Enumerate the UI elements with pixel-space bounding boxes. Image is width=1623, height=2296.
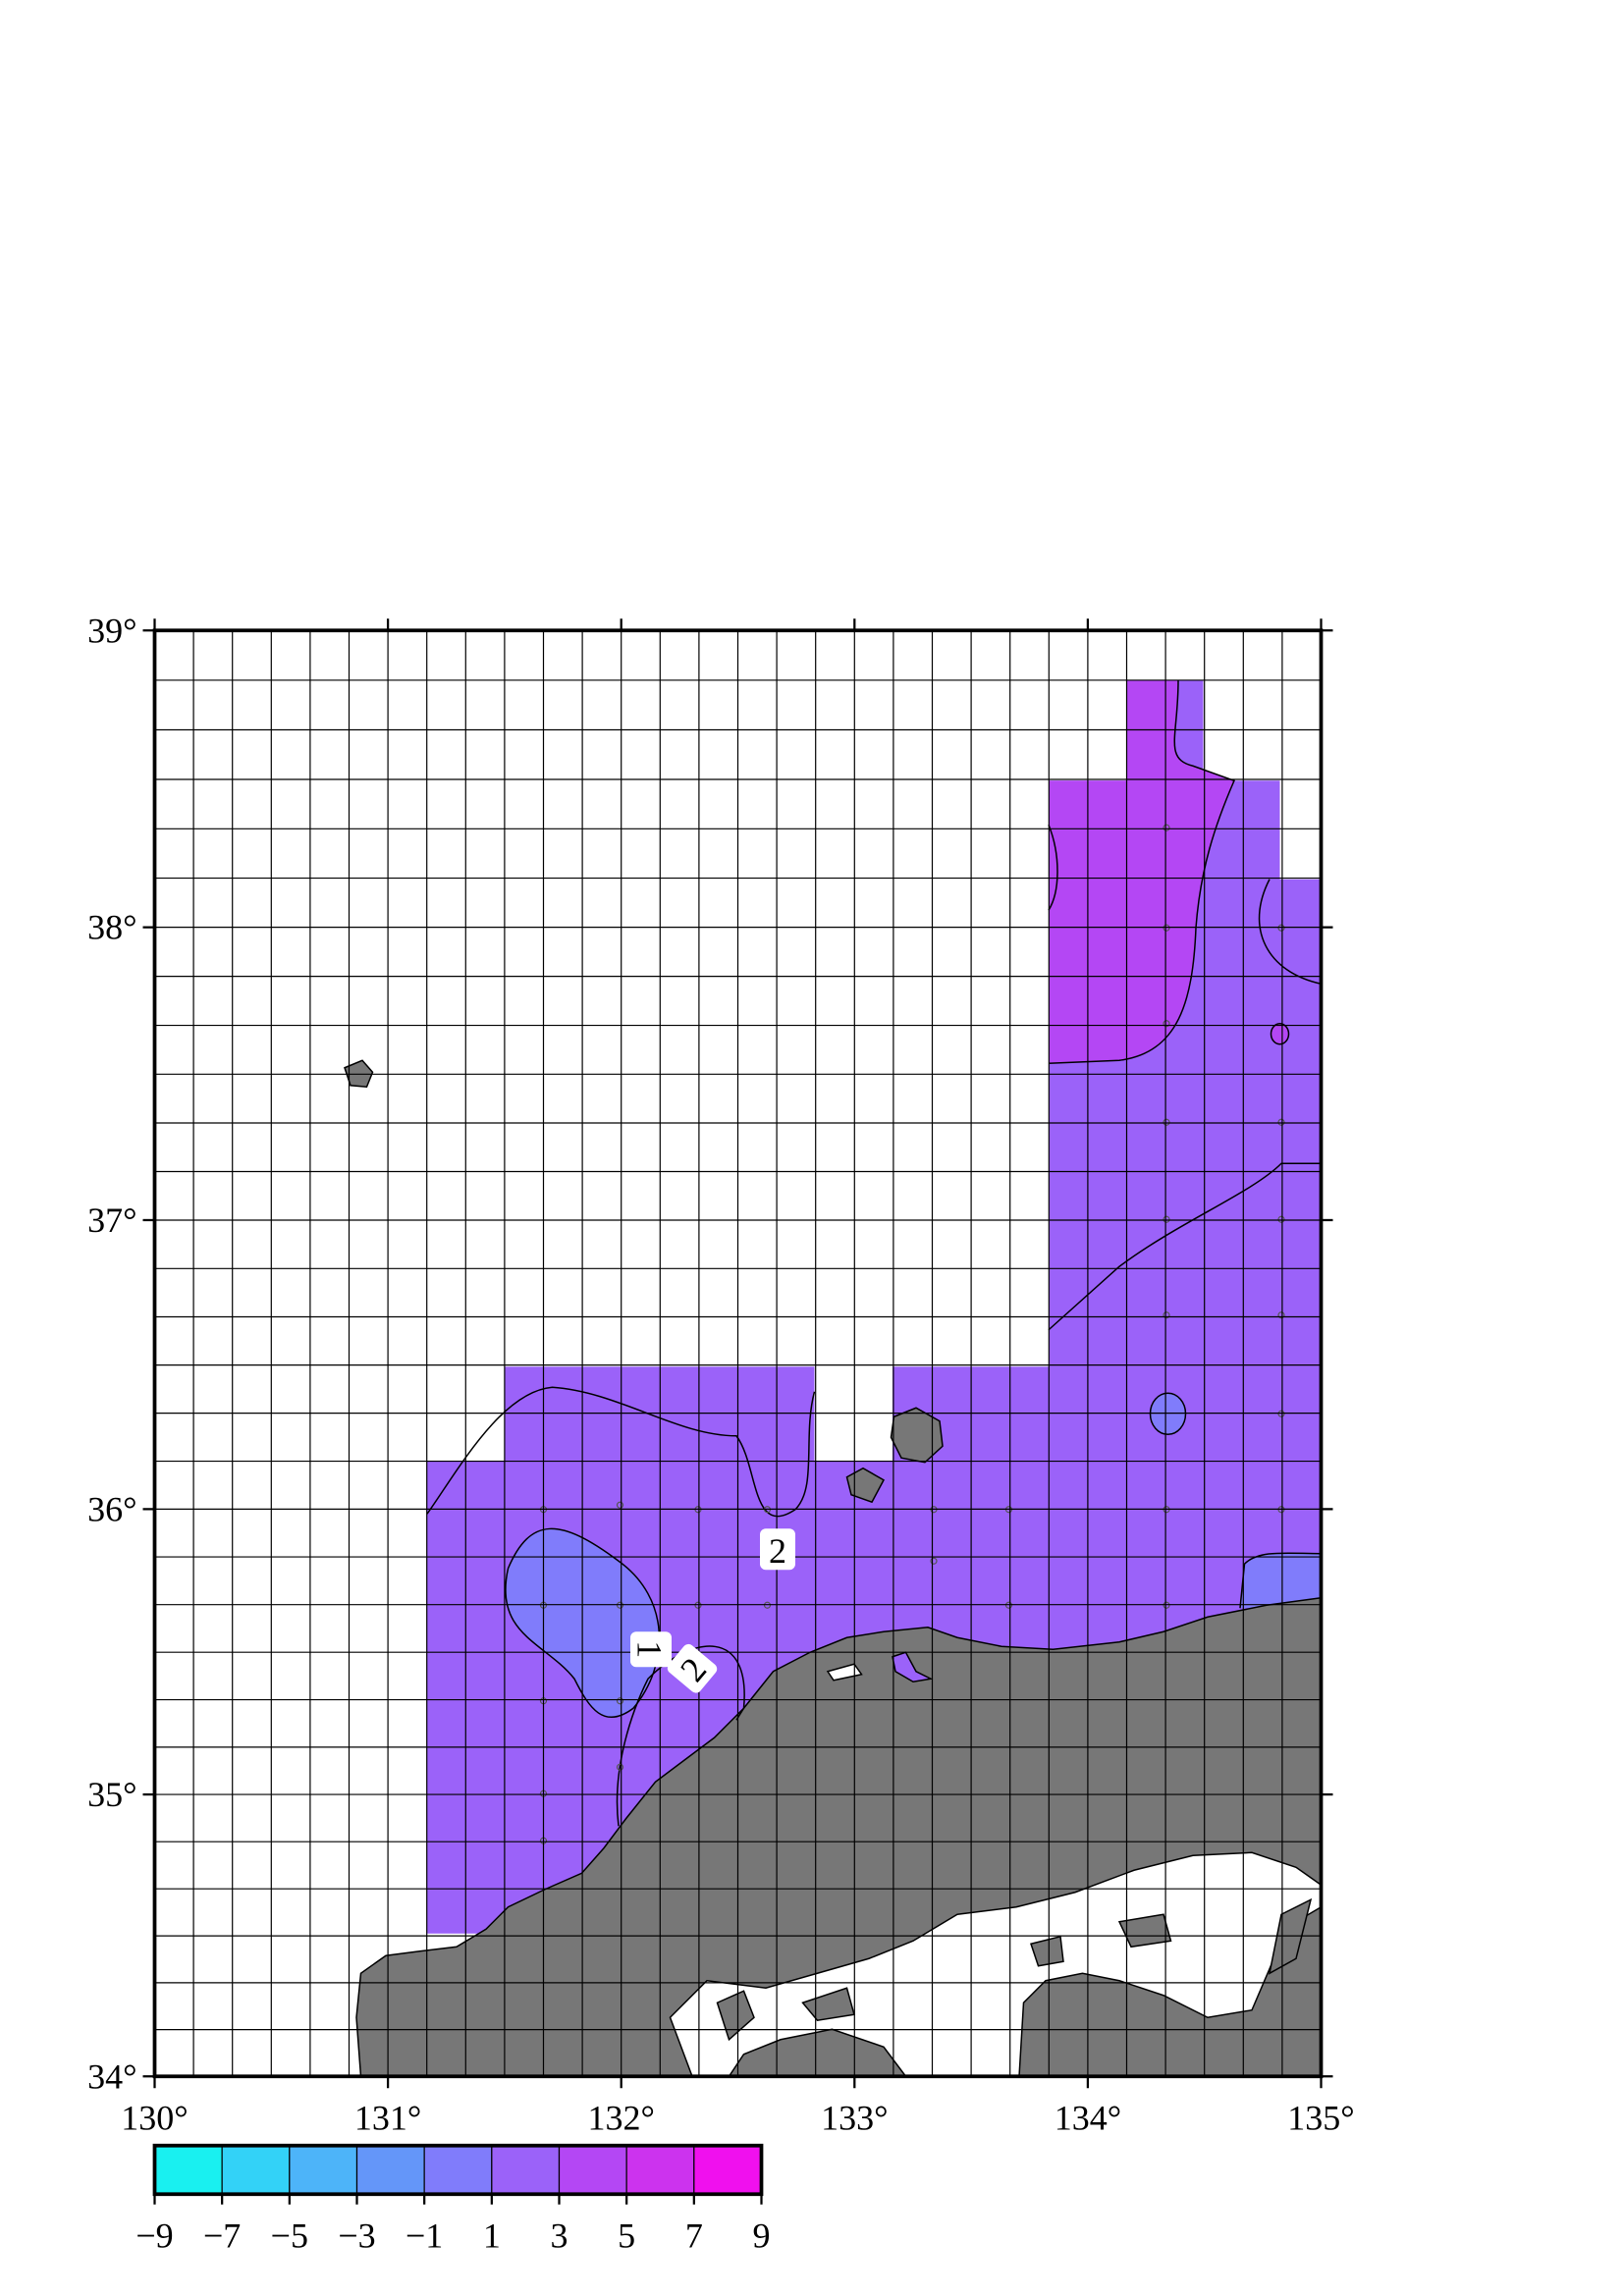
y-tick-label: 37° [87, 1201, 136, 1240]
field-region [1049, 680, 1234, 1064]
contour-label: 1 [630, 1631, 672, 1668]
contour-line [1239, 1552, 1322, 1609]
colorbar-bin [558, 2145, 627, 2195]
y-tick-label: 39° [87, 611, 136, 650]
map-frame [152, 628, 1324, 2079]
colorbar-bin [289, 2145, 358, 2195]
x-tick-label: 133° [821, 2098, 888, 2137]
contour-line [616, 1645, 745, 1827]
station [1277, 1118, 1285, 1126]
field-region [1240, 1553, 1322, 1609]
station [616, 1697, 624, 1705]
x-tick-label: 132° [587, 2098, 654, 2137]
station [1277, 1311, 1285, 1319]
colorbar-tick-label: −5 [271, 2216, 308, 2255]
contour-label-layer: 2 1 2 [630, 1528, 795, 1693]
contour-line [1048, 824, 1058, 911]
colorbar-bin [423, 2145, 493, 2195]
station [1163, 1020, 1170, 1028]
colorbar: −9 −7 −5 −3 −1 1 3 5 7 9 [135, 2143, 771, 2255]
colorbar-bin [355, 2145, 425, 2195]
contour-label-box [630, 1631, 672, 1668]
x-tick-label: 134° [1055, 2098, 1121, 2137]
contour-label-box [667, 1643, 718, 1693]
colorbar-bin [153, 2145, 223, 2195]
x-tick-label: 135° [1287, 2098, 1354, 2137]
colorbar-tick-label: −3 [338, 2216, 375, 2255]
colorbar-tick-label: −1 [406, 2216, 443, 2255]
colorbar-tick-label: 7 [685, 2216, 703, 2255]
station [1163, 1118, 1170, 1126]
contour-label: 2 [760, 1528, 795, 1571]
colorbar-tick-label: 3 [551, 2216, 568, 2255]
y-tick-label: 38° [87, 908, 136, 947]
island [716, 1990, 755, 2042]
station [930, 1557, 938, 1565]
colorbar-tick-label: 1 [483, 2216, 501, 2255]
y-tick-label: 34° [87, 2056, 136, 2096]
island [845, 1467, 886, 1504]
station [1163, 824, 1170, 831]
field-region [1270, 1023, 1290, 1045]
contour-label-text: 2 [769, 1531, 786, 1571]
contour-label-box [760, 1528, 795, 1571]
colorbar-tick-label: 9 [753, 2216, 771, 2255]
contour-label-text: 1 [630, 1640, 670, 1658]
x-tick-label: 130° [121, 2098, 188, 2137]
colorbar-frame [152, 2143, 764, 2197]
island [1030, 1935, 1064, 1967]
colorbar-bin [491, 2145, 561, 2195]
contour-line [1048, 1162, 1322, 1331]
x-tick-label: 131° [354, 2098, 421, 2137]
station [1277, 1215, 1285, 1223]
contour-line [1258, 879, 1322, 985]
contour-line [1048, 680, 1236, 1064]
grid-layer [153, 629, 1323, 2077]
land-layer [344, 1059, 1323, 2077]
colorbar-tick-label: −7 [203, 2216, 241, 2255]
colorbar-tick-label: −9 [135, 2216, 173, 2255]
y-tick-label: 35° [87, 1775, 136, 1814]
contour-label: 2 [667, 1643, 718, 1693]
station [616, 1501, 624, 1509]
station [1163, 1215, 1170, 1223]
contour-layer [426, 680, 1322, 1827]
island [890, 1407, 944, 1464]
island [1268, 1897, 1313, 1975]
station [616, 1763, 624, 1771]
colorbar-bin [625, 2145, 695, 2195]
contour-line [426, 1386, 816, 1518]
y-tick-label: 36° [87, 1489, 136, 1528]
colorbar-tick-label: 5 [618, 2216, 635, 2255]
lake [826, 1663, 863, 1682]
axes-layer: 130° 131° 132° 133° 134° 135° 34° 35° 36° 37° 38° 3… [87, 611, 1355, 2137]
colorbar-bin [693, 2145, 763, 2195]
colorbar-bin [221, 2145, 291, 2195]
station [1163, 1311, 1170, 1319]
